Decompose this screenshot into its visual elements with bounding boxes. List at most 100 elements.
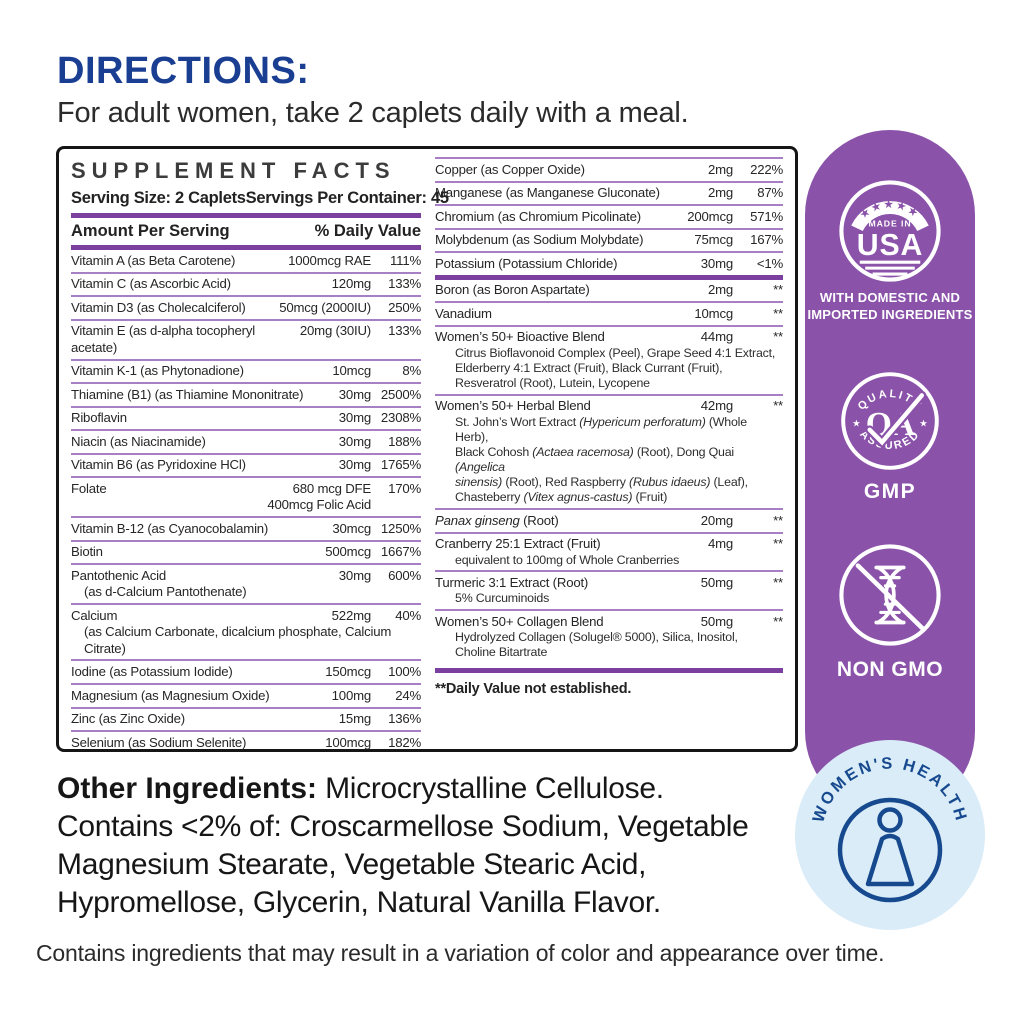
blend-ingredients-line: Citrus Bioflavonoid Complex (Peel), Grap… [455,345,776,360]
nutrient-name: Manganese (as Manganese Gluconate) [435,185,660,201]
womens-health-icon: WOMEN'S HEALTH [795,740,985,930]
nutrient-daily-value: 40% [395,607,421,623]
nutrient-name: Vitamin E (as d-alpha tocopheryl acetate… [71,323,255,355]
other-ingredients-line: Other Ingredients: Microcrystalline Cell… [57,770,817,808]
nutrient-daily-value: 222% [750,161,783,177]
nutrient-amount: 50mcg (2000IU) [279,299,371,315]
fact-row: Thiamine (B1) (as Thiamine Mononitrate) 3… [71,382,421,406]
nutrient-name: Thiamine (B1) (as Thiamine Mononitrate) [71,386,304,402]
fact-row: Riboflavin 30mg 2308% [71,405,421,430]
fact-row: Selenium (as Sodium Selenite) 100mcg 182% [71,730,421,754]
fact-row: Boron (as Boron Aspartate) 2mg ** [435,274,783,302]
fact-row: Vitamin K-1 (as Phytonadione) 10mcg 8% [71,358,421,383]
fact-row: Potassium (Potassium Chloride) 30mg <1% [435,251,783,275]
supplement-facts-panel: SUPPLEMENT FACTS Serving Size: 2 Caplets… [56,146,798,752]
nutrient-daily-value: ** [773,536,783,552]
nutrient-name: Selenium (as Sodium Selenite) [71,734,247,750]
fact-row: Vitamin E (as d-alpha tocopheryl acetate… [71,318,421,359]
fact-row: Iodine (as Potassium Iodide) 150mcg 100% [71,659,421,683]
nutrient-amount: 20mg [700,512,733,528]
fact-row: Women’s 50+ Bioactive Blend 44mg ** Citrus … [435,324,783,394]
nutrient-daily-value: 2500% [380,386,421,402]
other-ingredients-line: Magnesium Stearate, Vegetable Stearic Ac… [57,848,647,882]
blend-ingredients-line: Choline Bitartrate [455,645,548,660]
nutrient-name: Magnesium (as Magnesium Oxide) [71,687,270,703]
nutrient-daily-value: 571% [750,208,783,224]
nutrient-name-detail: (as d-Calcium Pantothenate) [84,584,247,600]
nutrient-name-detail: (as Calcium Carbonate, dicalcium phospha… [84,624,392,656]
usa-text: USA [857,229,924,262]
nutrient-daily-value: ** [773,329,783,345]
fact-row: Vanadium 10mcg ** [435,301,783,325]
nutrient-daily-value: 133% [388,323,421,339]
nutrient-amount: 30mg [338,410,371,426]
nutrient-daily-value: ** [773,574,783,590]
nutrient-amount: 120mg [331,276,372,292]
nutrient-amount: 30mg [338,386,371,402]
nutrient-name: Iodine (as Potassium Iodide) [71,664,233,680]
fact-row: Women’s 50+ Herbal Blend 42mg ** St. John’s… [435,393,783,508]
nutrient-amount: 680 mcg DFE 400mcg Folic Acid [267,480,371,513]
fact-row: Zinc (as Zinc Oxide) 15mg 136% [71,706,421,731]
nutrient-amount: 522mg [331,607,372,623]
nutrient-amount: 200mcg [687,208,733,224]
nutrient-name: Women’s 50+ Herbal Blend [435,398,591,414]
fact-row: Molybdenum (as Sodium Molybdate) 75mcg 167… [435,227,783,252]
blend-ingredients-line: Hydrolyzed Collagen (Solugel® 5000), Sil… [455,629,738,644]
nutrient-daily-value: 167% [750,232,783,248]
fact-row: Turmeric 3:1 Extract (Root) 50mg ** 5% Curc… [435,570,783,609]
nutrient-name: Zinc (as Zinc Oxide) [71,711,185,727]
nutrient-amount: 100mcg [325,734,371,750]
nutrient-amount: 42mg [700,398,733,414]
nutrient-daily-value: ** [773,398,783,414]
other-ingredients-line1-rest: Microcrystalline Cellulose. [317,772,664,805]
serving-row: Serving Size: 2 Caplets Servings Per Con… [71,189,449,213]
fact-row: Niacin (as Niacinamide) 30mg 188% [71,429,421,453]
nutrient-name: Women’s 50+ Bioactive Blend [435,329,605,345]
fact-row: Vitamin C (as Ascorbic Acid) 120mg 133% [71,271,421,296]
nutrient-amount: 2mg [707,282,733,298]
daily-value-header: % Daily Value [314,222,421,240]
nutrient-amount: 75mcg [694,232,733,248]
usa-caption-line1: WITH DOMESTIC AND [819,290,961,305]
nutrient-amount: 50mg [700,613,733,629]
nutrient-amount: 30mg [338,457,371,473]
fact-row: Folate 680 mcg DFE 400mcg Folic Acid 170% [71,476,421,516]
fact-row: Cranberry 25:1 Extract (Fruit) 4mg ** equiv… [435,531,783,571]
usa-caption-line2: IMPORTED INGREDIENTS [807,306,973,322]
nutrient-name: Vitamin B-12 (as Cyanocobalamin) [71,520,269,536]
badge-sidebar: ★★★★★ MADE IN USA WITH DOMESTIC AND IMPO… [795,130,985,930]
nutrient-daily-value: ** [773,613,783,629]
nutrient-amount: 10mcg [694,305,733,321]
nutrient-daily-value: 1667% [380,544,421,560]
thick-divider [435,667,783,673]
nutrient-name: Biotin [71,544,103,560]
made-in-usa-icon: ★★★★★ MADE IN USA [839,180,941,282]
nutrient-amount: 44mg [700,329,733,345]
nutrient-daily-value: 133% [388,276,421,292]
nutrient-name: Calcium [71,607,118,623]
nutrient-amount: 2mg [707,185,733,201]
other-ingredients-label: Other Ingredients: [57,772,318,805]
nutrient-daily-value: 100% [388,664,421,680]
nutrient-amount: 30mg [338,433,371,449]
nutrient-name: Riboflavin [71,410,127,426]
facts-rows-right: Copper (as Copper Oxide) 2mg 222% Manganese… [435,157,783,663]
fact-row: Vitamin B-12 (as Cyanocobalamin) 30mcg 125… [71,516,421,540]
nutrient-name: Molybdenum (as Sodium Molybdate) [435,232,644,248]
fact-row: Vitamin B6 (as Pyridoxine HCl) 30mg 1765% [71,452,421,477]
fact-row: Panax ginseng (Root) 20mg ** [435,508,783,532]
nutrient-daily-value: ** [773,282,783,298]
nutrient-name: Panax ginseng (Root) [435,512,559,528]
directions-text: For adult women, take 2 caplets daily wi… [57,97,689,129]
blend-ingredients-line: Elderberry 4:1 Extract (Fruit), Black Cu… [455,360,723,375]
qa-star-left: ★ [852,418,861,429]
nutrient-name: Copper (as Copper Oxide) [435,161,585,177]
directions-heading: DIRECTIONS: [57,50,310,92]
nutrient-name: Niacin (as Niacinamide) [71,433,206,449]
nutrient-daily-value: ** [773,512,783,528]
nutrient-amount: 30mcg [332,520,371,536]
non-gmo-icon [839,544,941,646]
nutrient-daily-value: 1250% [380,520,421,536]
fact-row: Calcium 522mg 40% (as Calcium Carbonate, di… [71,603,421,659]
